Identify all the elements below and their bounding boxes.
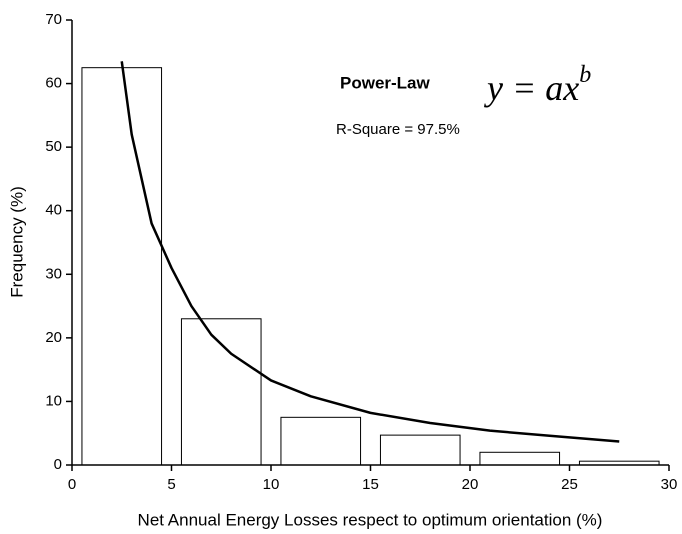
x-tick-label: 0 xyxy=(68,476,76,493)
equation-base: y = ax xyxy=(484,68,579,108)
y-tick-label: 20 xyxy=(45,329,62,346)
x-tick-label: 5 xyxy=(167,476,175,493)
y-tick-label: 60 xyxy=(45,75,62,92)
x-tick-label: 25 xyxy=(561,476,578,493)
fit-curve xyxy=(120,61,620,443)
bar xyxy=(479,451,561,466)
y-tick-label: 40 xyxy=(45,202,62,219)
y-axis-label: Frequency (%) xyxy=(7,186,26,297)
y-tick-label: 0 xyxy=(54,456,62,473)
model-label: Power-Law xyxy=(340,73,431,92)
y-tick-label: 30 xyxy=(45,265,62,282)
bar xyxy=(81,67,163,466)
r-square: R-Square = 97.5% xyxy=(336,121,460,138)
bar xyxy=(379,434,461,466)
x-axis-label: Net Annual Energy Losses respect to opti… xyxy=(138,510,603,529)
y-tick-label: 50 xyxy=(45,138,62,155)
x-tick-label: 20 xyxy=(462,476,479,493)
y-tick-label: 70 xyxy=(45,11,62,28)
x-tick-label: 30 xyxy=(661,476,678,493)
equation: y = axb xyxy=(484,62,591,109)
y-tick-label: 10 xyxy=(45,392,62,409)
bar xyxy=(180,318,262,466)
x-tick-label: 15 xyxy=(362,476,379,493)
x-tick-label: 10 xyxy=(263,476,280,493)
bar xyxy=(280,416,362,466)
equation-exponent: b xyxy=(579,62,591,88)
